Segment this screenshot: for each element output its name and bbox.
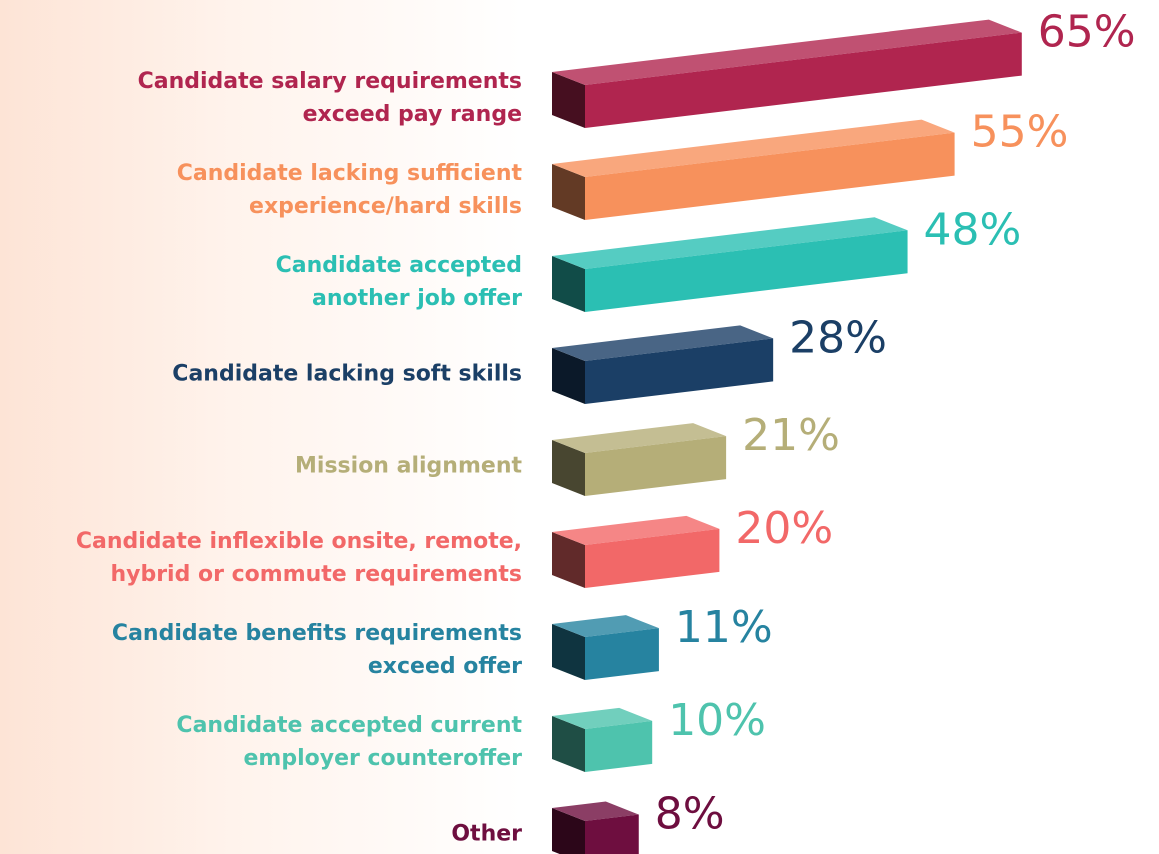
bar [552,119,955,220]
bar-front [585,338,774,404]
value-label: 8% [655,789,725,840]
value-label: 65% [1038,7,1136,58]
value-label: 21% [742,410,840,461]
bar-top [552,325,774,361]
bar-front [585,32,1022,128]
bar-side [552,532,585,588]
bar-front [585,436,727,496]
bar-side [552,808,585,854]
category-label: Candidate accepted current employer coun… [176,713,522,771]
category-label: Other [451,821,522,847]
bar [552,801,639,854]
bar [552,707,653,772]
bar [552,325,774,404]
bar [552,19,1022,128]
bar-top [552,615,659,637]
value-label: 55% [971,107,1069,158]
bar-top [552,801,639,821]
value-label: 48% [924,204,1022,255]
bar-side [552,440,585,496]
value-label: 10% [668,695,766,746]
value-label: 28% [789,312,887,363]
category-label: Candidate salary requirements exceed pay… [137,69,522,127]
bar [552,217,908,312]
category-label: Candidate lacking sufficient experience/… [176,161,522,219]
category-label: Candidate accepted another job offer [275,253,522,311]
bar-side [552,716,585,772]
bar-front [585,720,653,772]
bar-front [585,132,955,220]
bar-front [585,528,720,588]
bar-top [552,19,1022,85]
bar-front [585,230,908,312]
bar-side [552,348,585,404]
category-label: Candidate benefits requirements exceed o… [111,621,522,679]
category-label: Mission alignment [295,453,522,479]
bar [552,615,659,680]
bar [552,423,727,496]
category-label: Candidate inflexible onsite, remote, hyb… [75,529,522,587]
value-label: 20% [735,503,833,554]
bar-side [552,164,585,220]
bar-front [585,628,659,680]
bar [552,515,720,588]
bar-top [552,423,727,453]
bar-top [552,119,955,177]
bar-top [552,515,720,545]
bar-side [552,624,585,680]
value-label: 11% [675,602,773,653]
bar-side [552,72,585,128]
bar-top [552,707,653,729]
bar-front [585,814,639,854]
category-label: Candidate lacking soft skills [172,361,522,387]
bar-top [552,217,908,269]
bar-side [552,256,585,312]
